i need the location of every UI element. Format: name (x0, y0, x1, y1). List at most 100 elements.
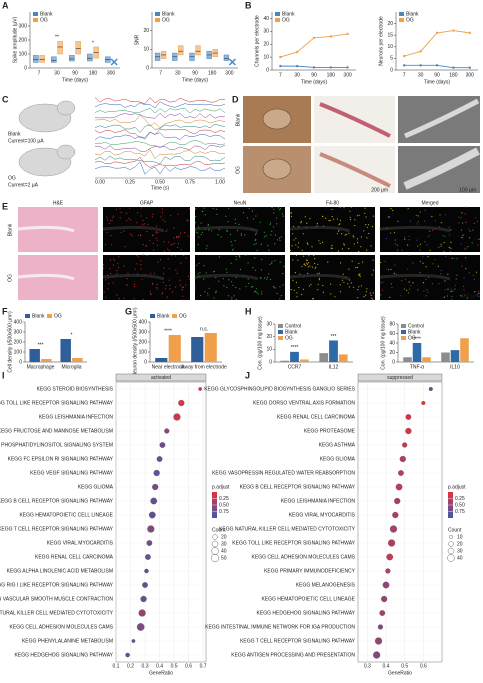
electrode-track (289, 273, 350, 281)
term-label: KEGG HEMATOPOIETIC CELL LINEAGE (261, 596, 355, 602)
cell (272, 226, 274, 228)
cell (199, 294, 202, 296)
cell (205, 247, 207, 249)
cell (218, 280, 220, 282)
dot (144, 568, 149, 574)
cell (271, 230, 273, 232)
cell (155, 231, 157, 233)
cell (363, 296, 365, 298)
cell (322, 284, 324, 287)
cell (260, 277, 262, 279)
cell (266, 276, 268, 278)
cell (137, 256, 139, 258)
y-tick-label: 0 (266, 67, 269, 73)
panel-label: D (232, 94, 239, 104)
cell (107, 288, 109, 290)
cell (279, 298, 281, 300)
cell (126, 212, 128, 214)
cell (464, 294, 466, 296)
cell (293, 289, 295, 291)
cell (333, 218, 335, 220)
term-label: KEGG T CELL RECEPTOR SIGNALING PATHWAY (240, 638, 356, 644)
cell (407, 244, 409, 246)
legend-label: OG (406, 17, 414, 23)
cell (235, 258, 237, 261)
plot-panel (357, 381, 443, 663)
size-key (447, 547, 455, 555)
term-label: KEGG GLIOMA (78, 484, 114, 490)
cell (393, 232, 396, 234)
cell (311, 266, 313, 268)
cell (187, 220, 189, 222)
cell (281, 213, 283, 215)
cell (176, 237, 178, 239)
cell (302, 233, 304, 235)
cell (295, 281, 297, 284)
legend-swatch (401, 324, 406, 328)
term-label: KEGG TOLL LIKE RECEPTOR SIGNALING PATHWA… (232, 540, 355, 546)
cell (252, 267, 254, 269)
cell (379, 281, 381, 283)
legend-label: Blank (157, 313, 170, 319)
size-key (212, 534, 218, 540)
cell (365, 224, 367, 226)
cell (181, 286, 183, 288)
cell (295, 244, 297, 246)
term-label: KEGG VIRAL MYOCARDITIS (47, 540, 114, 546)
cell (274, 234, 277, 236)
dot (164, 428, 170, 434)
cell (361, 261, 364, 263)
cell (358, 250, 360, 253)
cell (401, 249, 403, 251)
cell (239, 288, 241, 290)
cell (319, 242, 321, 245)
size-key (211, 540, 219, 548)
cell (291, 245, 293, 247)
y-tick-label: 100 (14, 349, 23, 355)
point (346, 66, 349, 69)
dot (198, 387, 203, 391)
point (279, 64, 282, 68)
cell (440, 269, 442, 272)
cell (341, 248, 343, 250)
cell (309, 217, 311, 220)
cell (163, 250, 165, 252)
cell (230, 281, 232, 283)
dot (392, 511, 399, 519)
cell (118, 298, 120, 300)
term-label: KEGG HEDGEHOG SIGNALING PATHWAY (15, 652, 114, 658)
y-tick-label: 60 (389, 331, 395, 337)
trace (94, 131, 226, 140)
cell (351, 260, 353, 262)
cell (169, 284, 171, 286)
cell (118, 266, 120, 269)
cell (183, 299, 185, 301)
significance: **** (291, 345, 299, 351)
cell (365, 294, 367, 296)
cell (155, 232, 157, 234)
cell (106, 231, 108, 234)
cell (120, 231, 122, 233)
cell (203, 278, 205, 280)
panel-label: A (2, 0, 9, 10)
cell (247, 262, 249, 264)
cell (229, 233, 232, 236)
point (435, 64, 439, 67)
cell (179, 284, 181, 286)
cell (145, 245, 147, 247)
size-key (210, 553, 220, 563)
cell (394, 239, 396, 241)
cell (349, 279, 351, 281)
bar (319, 353, 329, 362)
cell (106, 216, 108, 218)
cell (255, 288, 258, 290)
dot (405, 427, 412, 435)
cell (408, 235, 410, 237)
cell (149, 240, 151, 242)
cell (180, 262, 182, 264)
cell (336, 218, 338, 220)
cell (107, 219, 109, 221)
x-tick-label: 30 (175, 70, 181, 76)
cell (427, 291, 429, 293)
y-tick-label: 200 (139, 339, 148, 345)
